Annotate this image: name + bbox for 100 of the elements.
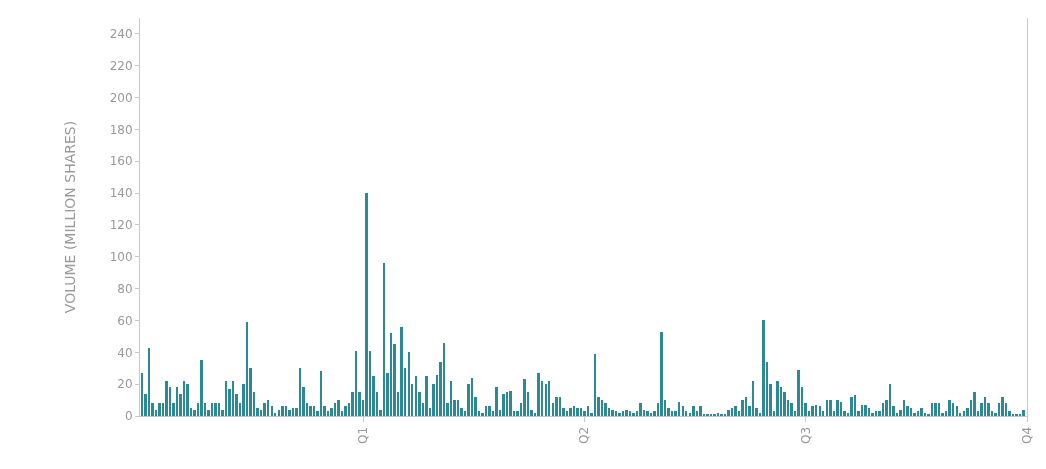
y-tick-label: 60 [117,313,133,328]
bar [850,397,853,416]
bar [271,406,273,416]
bar [639,403,642,416]
x-tick-label: Q1 [355,426,370,444]
bar [408,352,410,416]
bar [587,406,589,416]
bar [566,411,568,416]
bar [826,400,828,416]
bar [523,379,526,416]
bar [615,411,617,416]
bar [984,397,986,416]
bar [292,408,294,416]
bar [931,403,933,416]
bar [762,320,765,416]
bar [165,381,168,416]
bar [1022,410,1025,416]
bar [741,400,744,416]
bar [299,368,301,416]
y-tick-label: 40 [117,345,133,360]
y-tick-label: 0 [124,409,133,424]
bar [200,360,203,416]
bar [601,400,603,416]
y-tick-label: 240 [109,27,133,42]
bar [559,397,561,416]
bar [148,348,150,416]
bar [576,408,579,416]
bar [211,403,213,416]
bar [889,384,891,416]
bar [646,411,649,416]
bar [334,403,336,416]
bar [569,408,572,416]
bar [938,403,940,416]
bar [934,403,937,416]
x-tick-label: Q3 [798,426,813,444]
bar [917,411,919,416]
bar [218,403,220,416]
bar [650,413,652,416]
x-tick-label: Q4 [1019,426,1034,444]
bar [920,408,923,416]
bar [875,411,877,416]
bar [840,402,842,416]
bar [682,406,684,416]
bar [400,327,403,416]
bar [158,403,161,416]
bar [555,397,558,416]
y-tick-label: 160 [109,154,133,169]
bar [278,410,280,416]
y-tick-label: 180 [109,122,133,137]
bar [829,400,832,416]
bar [727,410,730,416]
bar [288,410,291,416]
bar [141,373,143,416]
bar [186,384,189,416]
bar [457,400,459,416]
bar [611,410,614,416]
bar [390,333,392,416]
bar [176,387,178,416]
bar [488,406,491,416]
bar [948,400,951,416]
bar [797,370,800,416]
bar [509,391,512,416]
bar [365,193,368,416]
bar [861,405,863,416]
bar [450,381,452,416]
bar [214,403,217,416]
bar [281,406,284,416]
bar [790,403,793,416]
bar [699,406,702,416]
bar [537,373,540,416]
y-tick-label: 100 [109,250,133,264]
bar [225,381,227,416]
bar [903,400,905,416]
bar [573,406,575,416]
bar [355,351,357,416]
bar [819,406,821,416]
bar [232,381,234,416]
bar [629,411,631,416]
y-tick-label: 20 [117,377,133,392]
bar [263,403,266,416]
bar [731,408,733,416]
bar [952,403,954,416]
bar [836,400,839,416]
bar [506,392,508,416]
bar [692,406,695,416]
bar [956,406,958,416]
bar [854,395,856,416]
y-tick-label: 120 [109,218,133,233]
bar [337,400,340,416]
bar [313,406,315,416]
bar [485,406,487,416]
y-tick-label: 80 [117,281,133,296]
bar [745,397,747,416]
bar [383,263,385,416]
y-tick-label: 200 [109,90,133,105]
bar [815,405,817,416]
bar [594,354,596,416]
bar [734,406,737,416]
bar [671,411,673,416]
bar [443,343,445,416]
